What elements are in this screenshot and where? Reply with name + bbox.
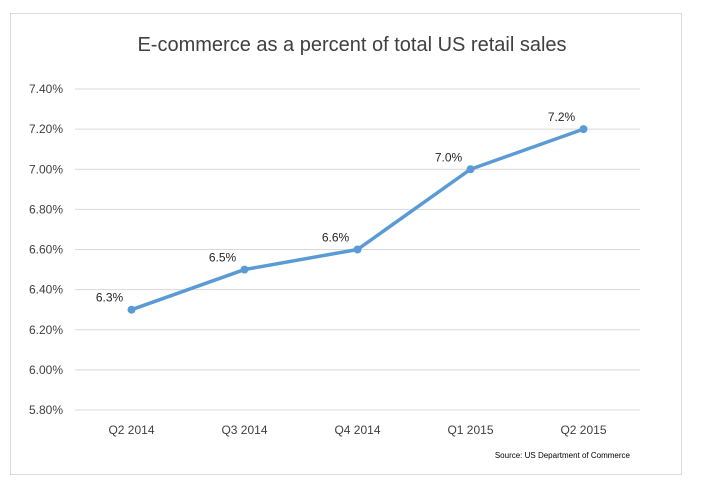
x-tick-label: Q2 2014 [108, 423, 154, 437]
gridlines [75, 88, 640, 411]
x-tick-label: Q4 2014 [334, 423, 380, 437]
y-tick-label: 6.00% [29, 363, 63, 377]
data-point [353, 245, 362, 254]
y-tick-label: 7.20% [29, 122, 63, 136]
data-label: 7.2% [548, 110, 576, 124]
data-label: 7.0% [435, 150, 463, 164]
y-tick-label: 7.40% [29, 82, 63, 96]
y-tick-label: 6.80% [29, 202, 63, 216]
x-axis-ticks: Q2 2014 Q3 2014 Q4 2014 Q1 2015 Q2 2015 [108, 423, 606, 437]
y-tick-label: 6.40% [29, 283, 63, 297]
data-point [240, 265, 249, 274]
chart-title: E-commerce as a percent of total US reta… [137, 34, 566, 56]
data-label: 6.5% [209, 251, 237, 265]
x-tick-label: Q2 2015 [560, 423, 606, 437]
data-label: 6.6% [322, 231, 350, 245]
chart-frame [10, 13, 682, 475]
data-point [127, 305, 136, 314]
y-tick-label: 5.80% [29, 403, 63, 417]
y-tick-label: 6.60% [29, 243, 63, 257]
data-labels: 6.3% 6.5% 6.6% 7.0% 7.2% [96, 110, 576, 305]
series [127, 125, 588, 314]
series-line [129, 127, 586, 312]
source-note: Source: US Department of Commerce [495, 451, 631, 460]
x-tick-label: Q3 2014 [221, 423, 267, 437]
data-point [579, 125, 588, 134]
y-tick-label: 7.00% [29, 162, 63, 176]
data-label: 6.3% [96, 291, 124, 305]
y-tick-label: 6.20% [29, 323, 63, 337]
x-tick-label: Q1 2015 [447, 423, 493, 437]
y-axis-ticks: 5.80% 6.00% 6.20% 6.40% 6.60% 6.80% 7.00% 7.20%… [29, 82, 63, 417]
data-point [466, 165, 475, 174]
